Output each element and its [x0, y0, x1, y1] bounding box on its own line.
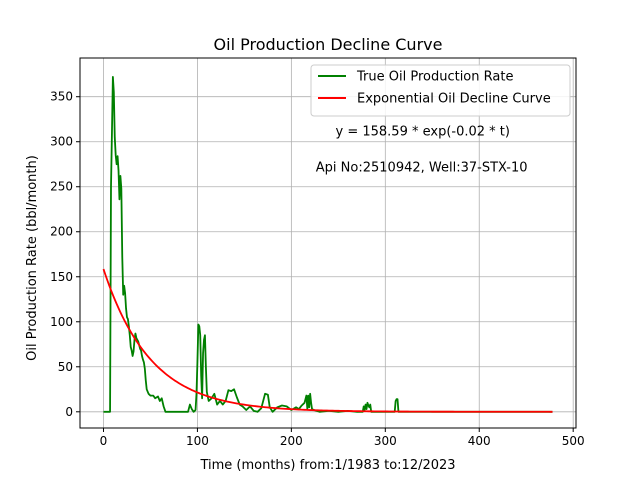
legend-box	[310, 64, 571, 117]
y-tick-label: 150	[50, 270, 73, 284]
y-tick-label: 100	[50, 315, 73, 329]
y-tick-label: 350	[50, 90, 73, 104]
y-tick-label: 50	[58, 360, 73, 374]
series-line-decline-curve	[102, 268, 553, 413]
y-tick-label: 200	[50, 225, 73, 239]
y-tick-label: 300	[50, 135, 73, 149]
y-tick-label: 0	[65, 405, 73, 419]
plot-frame	[79, 57, 577, 429]
y-axis-ticks: 0 50 100 150 200 250 300 350	[50, 90, 80, 419]
legend: True Oil Production Rate Exponential Oil…	[310, 64, 571, 117]
y-axis-label: Oil Production Rate (bbl/month)	[25, 155, 40, 361]
x-tick-label: 100	[186, 434, 209, 448]
x-tick-label: 200	[280, 434, 303, 448]
x-axis-label: Time (months) from:1/1983 to:12/2023	[199, 458, 455, 473]
series-layer	[102, 76, 553, 413]
x-tick-label: 400	[468, 434, 491, 448]
legend-label-true-rate: True Oil Production Rate	[356, 70, 513, 85]
well-annotation: Api No:2510942, Well:37-STX-10	[316, 160, 528, 175]
chart-title: Oil Production Decline Curve	[214, 35, 443, 54]
x-axis-ticks: 0 100 200 300 400 500	[100, 428, 585, 448]
x-tick-label: 300	[374, 434, 397, 448]
equation-annotation: y = 158.59 * exp(-0.02 * t)	[336, 124, 510, 139]
x-tick-label: 0	[100, 434, 108, 448]
legend-label-decline-curve: Exponential Oil Decline Curve	[357, 92, 551, 107]
y-tick-label: 250	[50, 180, 73, 194]
x-tick-label: 500	[562, 434, 585, 448]
